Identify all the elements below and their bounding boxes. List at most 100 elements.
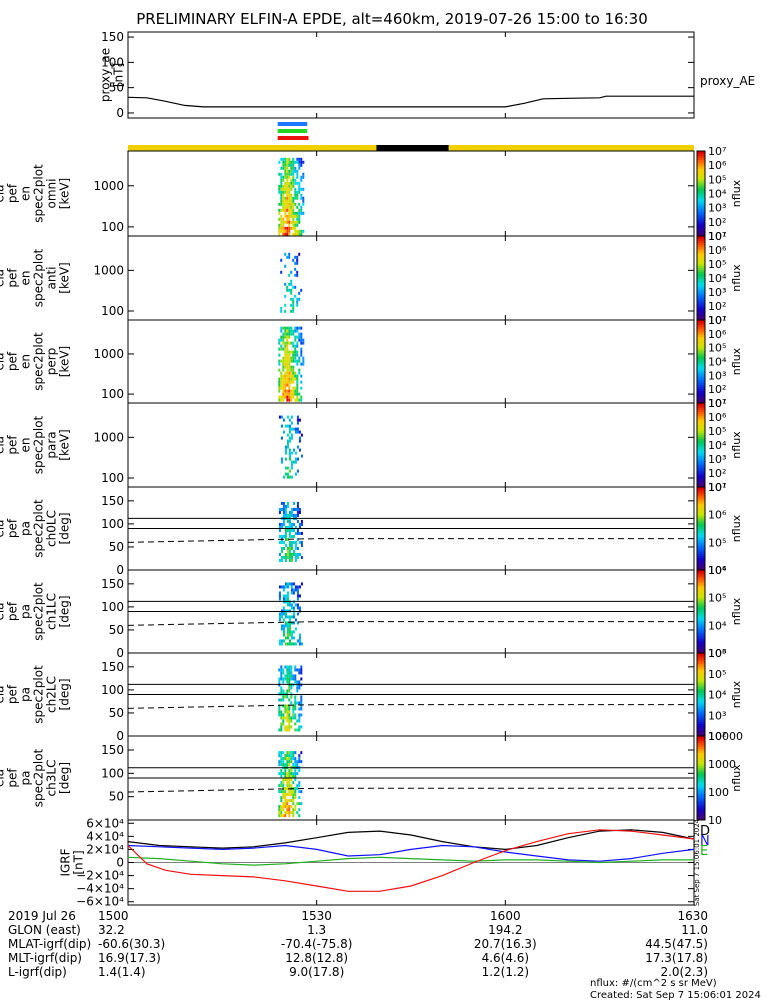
colorbar-cell-en_perp (697, 328, 705, 331)
spec-pixel (286, 600, 289, 604)
spec-pixel (300, 288, 303, 292)
spec-pixel (294, 555, 297, 559)
colorbar-cell-en_perp (697, 386, 705, 389)
colorbar-cell-en_para (697, 411, 705, 414)
spec-pixel (290, 291, 293, 295)
spec-pixel (284, 181, 287, 185)
spec-pixel (298, 160, 301, 164)
spec-pixel (290, 772, 293, 776)
spec-pixel (284, 196, 287, 200)
colorbar-cell-pa_ch0 (697, 553, 705, 556)
spec-pixel (288, 377, 291, 381)
colorbar-cell-en_omni (697, 231, 705, 235)
colorbar-cell-pa_ch0 (697, 493, 705, 496)
spec-pixel (296, 668, 299, 672)
spec-pixel (284, 642, 287, 646)
spec-pixel (288, 704, 291, 708)
spec-pixel (284, 594, 287, 598)
colorbar-cell-pa_ch1 (697, 582, 705, 586)
spec-pixel (298, 671, 301, 675)
spec-pixel (294, 603, 297, 607)
spec-pixel (278, 618, 281, 622)
spec-pixel (288, 341, 291, 345)
spec-pixel (280, 223, 283, 227)
spec-pixel (292, 365, 295, 369)
spec-pixel (282, 368, 285, 372)
spec-pixel (288, 775, 291, 779)
spec-pixel (280, 796, 283, 800)
spec-pixel (294, 214, 297, 218)
spec-pixel (278, 395, 281, 399)
spec-pixel (288, 540, 291, 544)
spec-pixel (302, 362, 305, 366)
spec-pixel (288, 522, 291, 526)
spec-pixel (288, 205, 291, 209)
spec-pixel (300, 395, 303, 399)
colorbar-cell-en_omni (697, 187, 705, 190)
spec-pixel (294, 196, 297, 200)
spec-pixel (288, 395, 291, 399)
spec-pixel (300, 232, 303, 236)
spec-pixel (296, 689, 299, 693)
spec-pixel (286, 757, 289, 761)
spec-pixel (298, 636, 301, 640)
spec-pixel (298, 668, 301, 672)
spec-pixel (284, 326, 287, 330)
spec-pixel (292, 796, 295, 800)
spec-pixel (296, 519, 299, 523)
colorbar-cell-en_perp (697, 351, 705, 354)
spec-pixel (300, 326, 303, 330)
colorbar-cell-en_para (697, 438, 705, 442)
colorbar-cell-pa_ch1 (697, 630, 705, 633)
colorbar-cell-pa_ch3 (697, 780, 705, 783)
colorbar-cell-pa_ch0 (697, 530, 705, 534)
spec-pixel (286, 555, 289, 559)
spec-pixel (290, 725, 293, 729)
colorbar-cell-pa_ch3 (697, 796, 705, 800)
spec-pixel (292, 674, 295, 678)
spec-pixel (288, 707, 291, 711)
spec-pixel (292, 763, 295, 767)
spec-pixel (282, 612, 285, 616)
colorbar-cell-en_para (697, 445, 705, 448)
colorbar-cell-pa_ch3 (697, 738, 705, 741)
spec-pixel (294, 193, 297, 197)
spec-pixel (294, 377, 297, 381)
colorbar-cell-en_para (697, 417, 705, 421)
colorbar-cell-pa_ch1 (697, 634, 705, 637)
spec-pixel (298, 208, 301, 212)
spec-pixel (300, 175, 303, 179)
colorbar-tick-en_perp: 10³ (708, 369, 726, 382)
y-label-proxy_ae: [nT] (112, 63, 126, 87)
colorbar-cell-en_omni (697, 219, 705, 222)
spec-pixel (286, 772, 289, 776)
spec-pixel (282, 680, 285, 684)
spec-pixel (286, 525, 289, 529)
spec-pixel (288, 187, 291, 191)
spec-pixel (292, 285, 295, 289)
colorbar-cell-pa_ch0 (697, 522, 705, 525)
spec-pixel (288, 555, 291, 559)
spec-pixel (288, 232, 291, 236)
spec-pixel (290, 169, 293, 173)
colorbar-cell-pa_ch0 (697, 559, 705, 563)
spec-pixel (292, 552, 295, 556)
spec-pixel (280, 181, 283, 185)
spec-pixel (298, 439, 301, 443)
colorbar-tick-pa_ch3: 1000 (708, 758, 736, 771)
spec-pixel (278, 184, 281, 188)
spec-pixel (298, 642, 301, 646)
spec-pixel (278, 594, 281, 598)
spec-pixel (280, 686, 283, 690)
panel-frame-en_para (127, 402, 695, 488)
spec-pixel (290, 633, 293, 637)
spec-pixel (282, 395, 285, 399)
colorbar-cell-en_para (697, 461, 705, 465)
spec-pixel (286, 751, 289, 755)
spec-pixel (294, 374, 297, 378)
spec-pixel (278, 710, 281, 714)
spec-pixel (282, 704, 285, 708)
spec-pixel (280, 713, 283, 717)
spec-pixel (296, 374, 299, 378)
spec-pixel (294, 223, 297, 227)
